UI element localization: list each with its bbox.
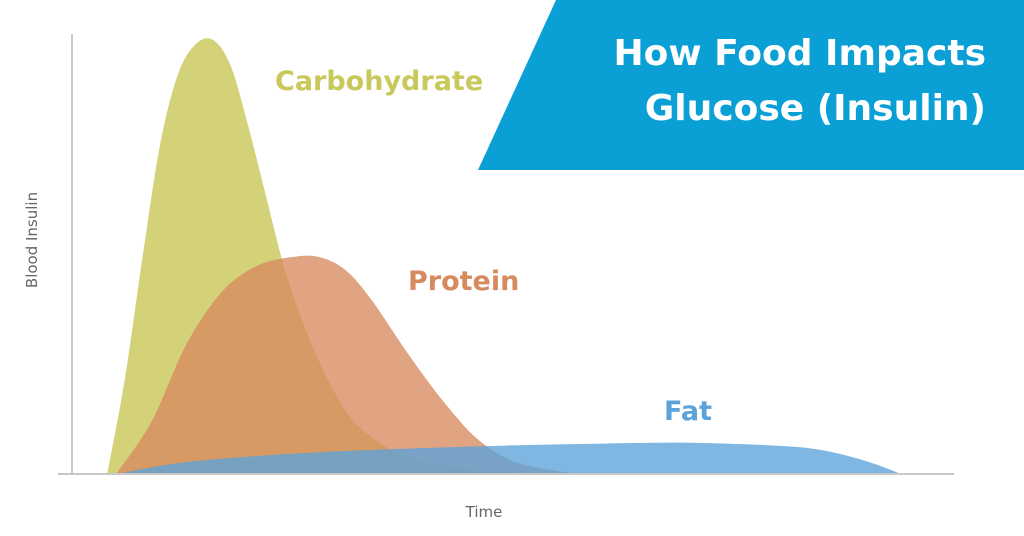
y-axis-label: Blood Insulin [23, 191, 41, 289]
title-line-1: How Food Impacts [613, 33, 987, 74]
title-banner-shape [478, 0, 1024, 170]
series-label-fat: Fat [664, 396, 712, 427]
chart-title: How Food Impacts Glucose (Insulin) [546, 26, 987, 136]
series-area-fat [116, 442, 902, 474]
chart-areas [107, 38, 902, 475]
series-area-protein [116, 255, 584, 474]
title-line-2: Glucose (Insulin) [644, 88, 986, 129]
title-banner: How Food Impacts Glucose (Insulin) [478, 0, 1024, 170]
series-label-protein: Protein [408, 266, 519, 297]
chart-axes [58, 34, 954, 475]
x-axis-label: Time [465, 503, 503, 521]
series-labels: Carbohydrate Protein Fat [275, 66, 712, 427]
series-label-carbohydrate: Carbohydrate [275, 66, 483, 97]
